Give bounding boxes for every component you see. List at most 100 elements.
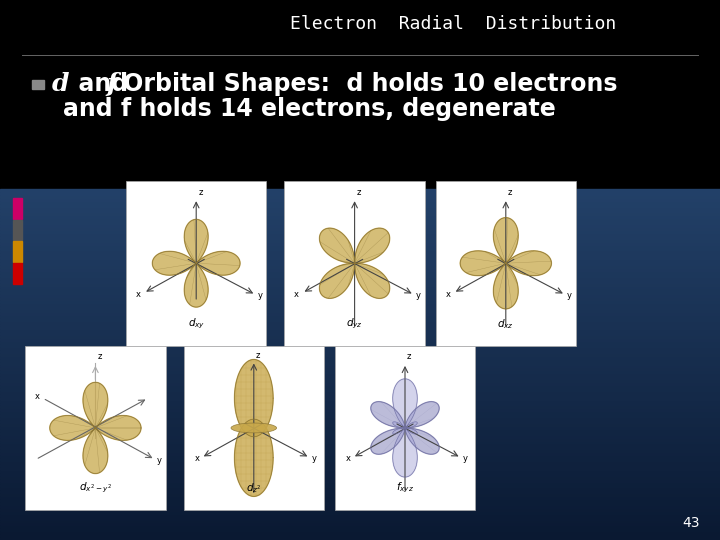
Text: y: y: [157, 456, 162, 465]
Text: $d_{yz}$: $d_{yz}$: [346, 316, 363, 330]
Bar: [0, 376, 720, 379]
Bar: [13, 263, 22, 284]
Text: $d_{z^2}$: $d_{z^2}$: [246, 482, 261, 495]
Polygon shape: [50, 382, 141, 474]
Text: Orbital Shapes:  d holds 10 electrons: Orbital Shapes: d holds 10 electrons: [115, 72, 618, 96]
Bar: [0, 531, 720, 534]
Bar: [0, 435, 720, 437]
Bar: [0, 189, 720, 192]
Bar: [0, 201, 720, 204]
Ellipse shape: [231, 423, 276, 433]
Bar: [0, 417, 720, 420]
Bar: [0, 534, 720, 537]
Bar: [32, 80, 44, 89]
Bar: [0, 198, 720, 201]
Bar: [0, 420, 720, 423]
Bar: [0, 332, 720, 335]
Bar: [0, 470, 720, 472]
Bar: [0, 315, 720, 318]
Text: z: z: [407, 352, 412, 361]
Bar: [0, 490, 720, 493]
Bar: [0, 467, 720, 470]
Bar: [0, 212, 720, 215]
Bar: [0, 484, 720, 487]
Bar: [0, 382, 720, 385]
Bar: [0, 455, 720, 458]
Bar: [0, 472, 720, 476]
Bar: [0, 429, 720, 432]
Bar: [0, 292, 720, 294]
Bar: [0, 478, 720, 482]
Bar: [13, 241, 22, 262]
Bar: [0, 195, 720, 198]
Polygon shape: [371, 402, 439, 454]
Bar: [0, 309, 720, 312]
Bar: [0, 306, 720, 309]
Bar: [0, 312, 720, 315]
Bar: [0, 233, 720, 236]
Bar: [0, 251, 720, 253]
Bar: [0, 338, 720, 341]
Bar: [0, 259, 720, 262]
Text: Electron  Radial  Distribution: Electron Radial Distribution: [290, 15, 617, 33]
Bar: [0, 268, 720, 271]
Bar: [0, 221, 720, 224]
Bar: [0, 441, 720, 443]
Text: y: y: [416, 292, 421, 300]
Text: z: z: [256, 350, 261, 360]
Bar: [0, 192, 720, 195]
Bar: [0, 414, 720, 417]
Text: z: z: [198, 187, 203, 197]
Polygon shape: [153, 219, 240, 307]
Bar: [0, 230, 720, 233]
Bar: [0, 493, 720, 496]
Bar: [0, 370, 720, 373]
Bar: [0, 402, 720, 406]
Bar: [0, 411, 720, 414]
Bar: [126, 181, 266, 346]
Bar: [0, 356, 720, 359]
Bar: [0, 461, 720, 464]
Text: z: z: [508, 187, 513, 197]
Bar: [0, 406, 720, 408]
Bar: [0, 218, 720, 221]
Bar: [0, 364, 720, 367]
Bar: [0, 204, 720, 206]
Bar: [0, 379, 720, 382]
Bar: [0, 464, 720, 467]
Bar: [0, 528, 720, 531]
Bar: [0, 423, 720, 426]
Bar: [0, 426, 720, 429]
Bar: [0, 391, 720, 394]
Bar: [13, 220, 22, 240]
Bar: [0, 280, 720, 282]
Text: d: d: [52, 72, 69, 96]
Text: $d_{xy}$: $d_{xy}$: [188, 316, 204, 330]
Text: y: y: [567, 292, 572, 300]
Bar: [0, 224, 720, 227]
Text: x: x: [346, 454, 351, 463]
Text: f: f: [107, 72, 117, 96]
Bar: [0, 321, 720, 323]
Bar: [0, 215, 720, 218]
Bar: [0, 443, 720, 447]
Bar: [0, 276, 720, 280]
Bar: [0, 517, 720, 519]
Text: z: z: [356, 187, 361, 197]
Bar: [0, 373, 720, 376]
Bar: [0, 242, 720, 245]
Bar: [184, 346, 324, 510]
Bar: [0, 496, 720, 499]
Text: x: x: [136, 291, 140, 299]
Polygon shape: [392, 379, 418, 477]
Bar: [0, 327, 720, 329]
Bar: [0, 447, 720, 449]
Bar: [0, 394, 720, 397]
Bar: [0, 341, 720, 344]
Bar: [0, 487, 720, 490]
Bar: [0, 318, 720, 321]
Bar: [0, 350, 720, 353]
Text: and f holds 14 electrons, degenerate: and f holds 14 electrons, degenerate: [63, 97, 556, 121]
Bar: [0, 514, 720, 517]
Polygon shape: [235, 360, 273, 437]
